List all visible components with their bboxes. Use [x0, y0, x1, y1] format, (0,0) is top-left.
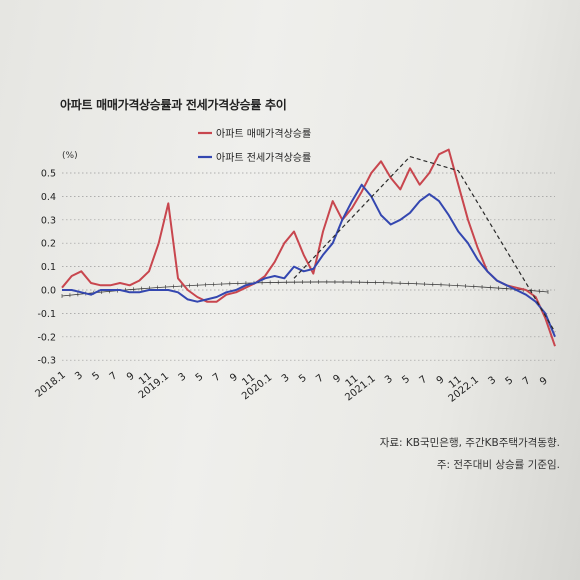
source-note: 자료: KB국민은행, 주간KB주택가격동향.: [379, 437, 560, 449]
legend-label-jeonse: 아파트 전세가격상승률: [216, 151, 311, 164]
x-tick-label: 5: [504, 375, 516, 388]
x-tick-label: 3: [73, 370, 85, 383]
y-tick-label: -0.2: [37, 332, 56, 343]
chart-title: 아파트 매매가격상승률과 전세가격상승률 추이: [60, 98, 287, 112]
x-tick-label: 5: [400, 374, 412, 387]
x-tick-label: 9: [538, 375, 550, 388]
x-tick-label: 9: [435, 374, 447, 387]
trend-line: [293, 156, 411, 279]
grid-lines: [62, 172, 555, 361]
y-tick-label: 0.3: [41, 215, 56, 226]
x-tick-label: 9: [228, 372, 240, 385]
x-tick-label: 7: [418, 374, 430, 387]
zero-baseline: [61, 281, 549, 297]
legend-label-sale: 아파트 매매가격상승률: [216, 127, 311, 140]
x-tick-label: 3: [486, 375, 498, 388]
x-tick-label: 7: [521, 375, 533, 388]
series-line-sale: [61, 148, 556, 347]
x-tick-label: 5: [297, 372, 309, 385]
x-tick-label: 5: [90, 370, 102, 383]
line-chart: 0.5 0.4 0.3 0.2 0.1 0.0 -0.1 -0.2 -0.3 (%) 2018.…: [33, 127, 556, 405]
y-tick-label: -0.3: [37, 356, 56, 367]
trend-lines: [293, 156, 556, 333]
y-axis-unit: (%): [62, 151, 78, 161]
x-tick-label: 9: [331, 373, 343, 386]
x-tick-label: 2018.1: [33, 370, 67, 400]
x-tick-label: 7: [211, 371, 223, 384]
x-tick-label: 5: [194, 371, 206, 384]
source-notes: 자료: KB국민은행, 주간KB주택가격동향. 주: 전주대비 상승률 기준임.: [240, 432, 560, 476]
y-tick-label: 0.4: [41, 192, 56, 203]
y-tick-label: 0.0: [41, 286, 56, 297]
y-tick-label: 0.1: [41, 262, 56, 273]
y-tick-label: 0.2: [41, 239, 56, 250]
x-tick-label: 7: [108, 370, 120, 383]
y-tick-label: 0.5: [41, 169, 56, 180]
x-tick-label: 9: [125, 370, 137, 383]
x-tick-label: 3: [177, 371, 189, 384]
x-tick-label: 7: [314, 373, 326, 386]
series-line-jeonse: [62, 183, 556, 338]
y-tick-label: -0.1: [37, 309, 56, 320]
zero-baseline-arc: [61, 279, 549, 298]
x-tick-label: 3: [383, 373, 395, 386]
legend: 아파트 매매가격상승률 아파트 전세가격상승률: [198, 127, 311, 164]
series-lines: [61, 148, 556, 347]
footnote: 주: 전주대비 상승률 기준임.: [436, 459, 560, 471]
y-axis: 0.5 0.4 0.3 0.2 0.1 0.0 -0.1 -0.2 -0.3: [37, 169, 56, 367]
trend-line: [409, 156, 556, 333]
x-tick-label: 3: [280, 372, 292, 385]
